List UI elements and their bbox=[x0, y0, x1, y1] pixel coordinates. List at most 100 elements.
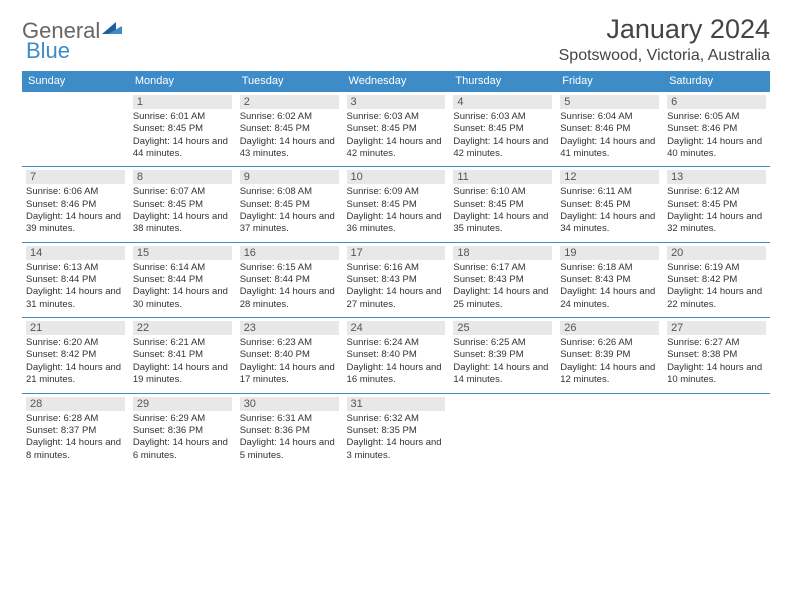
sunrise-text: Sunrise: 6:18 AM bbox=[560, 262, 659, 274]
daylight-text: Daylight: 14 hours and 22 minutes. bbox=[667, 286, 766, 311]
day-details: Sunrise: 6:23 AMSunset: 8:40 PMDaylight:… bbox=[240, 337, 339, 386]
sunrise-text: Sunrise: 6:02 AM bbox=[240, 111, 339, 123]
sunset-text: Sunset: 8:45 PM bbox=[133, 199, 232, 211]
daylight-text: Daylight: 14 hours and 43 minutes. bbox=[240, 136, 339, 161]
daylight-text: Daylight: 14 hours and 44 minutes. bbox=[133, 136, 232, 161]
sunset-text: Sunset: 8:36 PM bbox=[240, 425, 339, 437]
calendar-cell: 14Sunrise: 6:13 AMSunset: 8:44 PMDayligh… bbox=[22, 242, 129, 317]
day-details: Sunrise: 6:17 AMSunset: 8:43 PMDaylight:… bbox=[453, 262, 552, 311]
calendar-cell: 5Sunrise: 6:04 AMSunset: 8:46 PMDaylight… bbox=[556, 92, 663, 167]
sunrise-text: Sunrise: 6:03 AM bbox=[453, 111, 552, 123]
sunrise-text: Sunrise: 6:01 AM bbox=[133, 111, 232, 123]
day-number: 14 bbox=[26, 246, 125, 260]
day-details: Sunrise: 6:03 AMSunset: 8:45 PMDaylight:… bbox=[453, 111, 552, 160]
calendar-cell: 8 Sunrise: 6:07 AMSunset: 8:45 PMDaylight… bbox=[129, 167, 236, 242]
sunrise-text: Sunrise: 6:19 AM bbox=[667, 262, 766, 274]
sunrise-text: Sunrise: 6:13 AM bbox=[26, 262, 125, 274]
calendar-cell: 29Sunrise: 6:29 AMSunset: 8:36 PMDayligh… bbox=[129, 393, 236, 468]
calendar-cell: 10Sunrise: 6:09 AMSunset: 8:45 PMDayligh… bbox=[343, 167, 450, 242]
sunset-text: Sunset: 8:35 PM bbox=[347, 425, 446, 437]
day-number: 13 bbox=[667, 170, 766, 184]
sunset-text: Sunset: 8:46 PM bbox=[26, 199, 125, 211]
calendar-body: 1Sunrise: 6:01 AMSunset: 8:45 PMDaylight… bbox=[22, 92, 770, 468]
calendar-week-row: 28Sunrise: 6:28 AMSunset: 8:37 PMDayligh… bbox=[22, 393, 770, 468]
day-header: Monday bbox=[129, 71, 236, 92]
daylight-text: Daylight: 14 hours and 41 minutes. bbox=[560, 136, 659, 161]
calendar-cell: 30Sunrise: 6:31 AMSunset: 8:36 PMDayligh… bbox=[236, 393, 343, 468]
daylight-text: Daylight: 14 hours and 36 minutes. bbox=[347, 211, 446, 236]
calendar-cell: 23 Sunrise: 6:23 AMSunset: 8:40 PMDayligh… bbox=[236, 318, 343, 393]
calendar-cell: 2 Sunrise: 6:02 AMSunset: 8:45 PMDaylight… bbox=[236, 92, 343, 167]
day-details: Sunrise: 6:21 AMSunset: 8:41 PMDaylight:… bbox=[133, 337, 232, 386]
sunrise-text: Sunrise: 6:14 AM bbox=[133, 262, 232, 274]
daylight-text: Daylight: 14 hours and 38 minutes. bbox=[133, 211, 232, 236]
sunset-text: Sunset: 8:45 PM bbox=[240, 123, 339, 135]
calendar-cell: 16 Sunrise: 6:15 AMSunset: 8:44 PMDayligh… bbox=[236, 242, 343, 317]
day-header: Saturday bbox=[663, 71, 770, 92]
daylight-text: Daylight: 14 hours and 28 minutes. bbox=[240, 286, 339, 311]
calendar-cell: 15Sunrise: 6:14 AMSunset: 8:44 PMDayligh… bbox=[129, 242, 236, 317]
day-number: 23 bbox=[240, 321, 339, 335]
sunset-text: Sunset: 8:42 PM bbox=[26, 349, 125, 361]
sunrise-text: Sunrise: 6:06 AM bbox=[26, 186, 125, 198]
sunrise-text: Sunrise: 6:17 AM bbox=[453, 262, 552, 274]
sunset-text: Sunset: 8:40 PM bbox=[347, 349, 446, 361]
daylight-text: Daylight: 14 hours and 35 minutes. bbox=[453, 211, 552, 236]
daylight-text: Daylight: 14 hours and 17 minutes. bbox=[240, 362, 339, 387]
day-number: 24 bbox=[347, 321, 446, 335]
calendar-cell: 22 Sunrise: 6:21 AMSunset: 8:41 PMDayligh… bbox=[129, 318, 236, 393]
sunset-text: Sunset: 8:43 PM bbox=[560, 274, 659, 286]
calendar-cell: 19Sunrise: 6:18 AMSunset: 8:43 PMDayligh… bbox=[556, 242, 663, 317]
daylight-text: Daylight: 14 hours and 25 minutes. bbox=[453, 286, 552, 311]
day-number: 8 bbox=[133, 170, 232, 184]
day-number: 22 bbox=[133, 321, 232, 335]
calendar-cell-blank bbox=[22, 92, 129, 167]
day-details: Sunrise: 6:03 AMSunset: 8:45 PMDaylight:… bbox=[347, 111, 446, 160]
day-details: Sunrise: 6:19 AMSunset: 8:42 PMDaylight:… bbox=[667, 262, 766, 311]
sunset-text: Sunset: 8:39 PM bbox=[453, 349, 552, 361]
sunset-text: Sunset: 8:45 PM bbox=[453, 199, 552, 211]
calendar-cell-blank bbox=[556, 393, 663, 468]
calendar-head: SundayMondayTuesdayWednesdayThursdayFrid… bbox=[22, 71, 770, 92]
day-details: Sunrise: 6:25 AMSunset: 8:39 PMDaylight:… bbox=[453, 337, 552, 386]
calendar-cell: 24Sunrise: 6:24 AMSunset: 8:40 PMDayligh… bbox=[343, 318, 450, 393]
title-block: January 2024 Spotswood, Victoria, Austra… bbox=[559, 14, 770, 65]
day-details: Sunrise: 6:07 AMSunset: 8:45 PMDaylight:… bbox=[133, 186, 232, 235]
calendar-week-row: 1Sunrise: 6:01 AMSunset: 8:45 PMDaylight… bbox=[22, 92, 770, 167]
daylight-text: Daylight: 14 hours and 10 minutes. bbox=[667, 362, 766, 387]
day-details: Sunrise: 6:12 AMSunset: 8:45 PMDaylight:… bbox=[667, 186, 766, 235]
calendar-cell: 9 Sunrise: 6:08 AMSunset: 8:45 PMDaylight… bbox=[236, 167, 343, 242]
sunset-text: Sunset: 8:37 PM bbox=[26, 425, 125, 437]
logo-text-blue: Blue bbox=[26, 38, 70, 64]
sunrise-text: Sunrise: 6:08 AM bbox=[240, 186, 339, 198]
calendar-cell: 25 Sunrise: 6:25 AMSunset: 8:39 PMDayligh… bbox=[449, 318, 556, 393]
calendar-cell: 6Sunrise: 6:05 AMSunset: 8:46 PMDaylight… bbox=[663, 92, 770, 167]
calendar-cell: 27Sunrise: 6:27 AMSunset: 8:38 PMDayligh… bbox=[663, 318, 770, 393]
day-details: Sunrise: 6:08 AMSunset: 8:45 PMDaylight:… bbox=[240, 186, 339, 235]
day-details: Sunrise: 6:32 AMSunset: 8:35 PMDaylight:… bbox=[347, 413, 446, 462]
day-number: 9 bbox=[240, 170, 339, 184]
daylight-text: Daylight: 14 hours and 19 minutes. bbox=[133, 362, 232, 387]
sunrise-text: Sunrise: 6:15 AM bbox=[240, 262, 339, 274]
sunset-text: Sunset: 8:45 PM bbox=[240, 199, 339, 211]
day-number: 25 bbox=[453, 321, 552, 335]
sunrise-text: Sunrise: 6:25 AM bbox=[453, 337, 552, 349]
calendar-week-row: 7Sunrise: 6:06 AMSunset: 8:46 PMDaylight… bbox=[22, 167, 770, 242]
sunset-text: Sunset: 8:36 PM bbox=[133, 425, 232, 437]
sunrise-text: Sunrise: 6:29 AM bbox=[133, 413, 232, 425]
day-number: 1 bbox=[133, 95, 232, 109]
sunrise-text: Sunrise: 6:05 AM bbox=[667, 111, 766, 123]
daylight-text: Daylight: 14 hours and 12 minutes. bbox=[560, 362, 659, 387]
sunrise-text: Sunrise: 6:04 AM bbox=[560, 111, 659, 123]
calendar-cell: 28Sunrise: 6:28 AMSunset: 8:37 PMDayligh… bbox=[22, 393, 129, 468]
calendar-cell: 12Sunrise: 6:11 AMSunset: 8:45 PMDayligh… bbox=[556, 167, 663, 242]
sunrise-text: Sunrise: 6:21 AM bbox=[133, 337, 232, 349]
daylight-text: Daylight: 14 hours and 6 minutes. bbox=[133, 437, 232, 462]
sunset-text: Sunset: 8:43 PM bbox=[453, 274, 552, 286]
day-header: Tuesday bbox=[236, 71, 343, 92]
day-details: Sunrise: 6:15 AMSunset: 8:44 PMDaylight:… bbox=[240, 262, 339, 311]
sunset-text: Sunset: 8:45 PM bbox=[667, 199, 766, 211]
daylight-text: Daylight: 14 hours and 3 minutes. bbox=[347, 437, 446, 462]
day-number: 2 bbox=[240, 95, 339, 109]
day-number: 16 bbox=[240, 246, 339, 260]
